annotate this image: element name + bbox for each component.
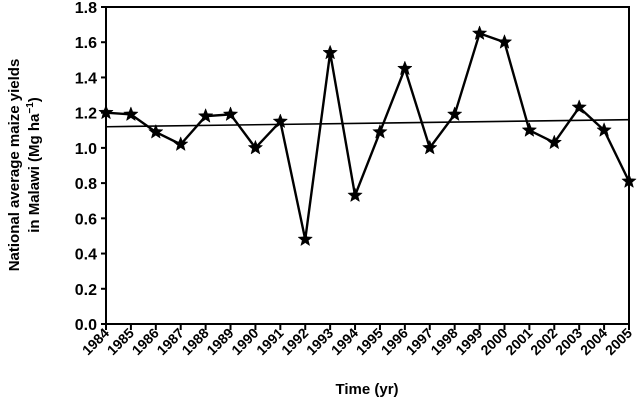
y-tick-label: 1.0 — [75, 141, 97, 158]
trend-line — [105, 118, 630, 128]
star-marker-icon — [421, 139, 438, 155]
x-axis: 1984198519861987198819891990199119921993… — [79, 324, 635, 358]
star-marker-icon — [496, 34, 513, 49]
y-tick-label: 1.6 — [75, 35, 97, 52]
y-axis: 0.0 0.2 0.4 0.6 0.8 1.0 1.2 1.4 1.6 1.8 — [75, 0, 106, 334]
y-tick-label: 0.2 — [75, 282, 97, 299]
star-marker-icon — [98, 104, 114, 120]
star-marker-icon — [621, 173, 637, 188]
star-markers — [98, 25, 637, 247]
x-tick-label: 1996 — [378, 325, 411, 358]
star-marker-icon — [297, 231, 314, 247]
y-tick-label: 0.8 — [75, 176, 97, 193]
x-tick-label: 1988 — [178, 325, 211, 358]
y-tick-label: 1.4 — [75, 70, 97, 87]
star-marker-icon — [197, 107, 214, 123]
x-tick-label: 1995 — [353, 325, 386, 358]
x-tick-label: 2002 — [527, 325, 560, 358]
star-marker-icon — [347, 187, 363, 203]
star-marker-icon — [322, 44, 338, 60]
x-tick-label: 1993 — [303, 325, 336, 358]
y-tick-label: 1.8 — [75, 0, 97, 17]
x-tick-label: 2000 — [477, 325, 510, 358]
star-marker-icon — [222, 106, 239, 122]
y-axis-label-line1: National average maize yields — [6, 59, 23, 272]
star-marker-icon — [571, 99, 587, 115]
star-marker-icon — [372, 123, 388, 139]
trend-line-path — [105, 118, 630, 128]
x-tick-label: 1997 — [403, 325, 436, 358]
y-tick-label: 0.4 — [75, 247, 97, 264]
x-tick-label: 2001 — [502, 325, 535, 358]
plot-border — [105, 6, 630, 325]
star-marker-icon — [272, 113, 289, 129]
y-tick-label: 1.2 — [75, 106, 97, 123]
y-tick-label: 0.6 — [75, 211, 97, 228]
y-tick-label: 0.0 — [75, 317, 97, 334]
yield-line — [105, 31, 631, 240]
x-tick-label: 1991 — [253, 325, 286, 358]
star-marker-icon — [546, 134, 563, 150]
y-axis-label-line2: in Malawi (Mg ha−1) — [25, 97, 43, 233]
x-tick-label: 1998 — [427, 325, 460, 358]
x-tick-label: 1994 — [328, 325, 361, 358]
x-tick-label: 1990 — [228, 325, 261, 358]
x-axis-label: Time (yr) — [335, 381, 398, 398]
x-tick-label: 2004 — [577, 325, 610, 358]
star-marker-icon — [521, 122, 538, 137]
x-tick-label: 1987 — [153, 325, 186, 358]
plot-frame — [105, 6, 630, 325]
x-tick-label: 1989 — [203, 325, 236, 358]
x-tick-label: 2003 — [552, 325, 585, 358]
star-marker-icon — [471, 25, 488, 41]
star-marker-icon — [148, 123, 164, 139]
x-tick-label: 1992 — [278, 325, 311, 358]
star-marker-icon — [172, 136, 189, 151]
yield-series — [105, 31, 631, 240]
star-marker-icon — [123, 106, 139, 122]
x-tick-label: 1986 — [129, 325, 162, 358]
x-tick-label: 2005 — [602, 325, 635, 358]
y-axis-label: National average maize yields in Malawi … — [6, 59, 43, 272]
star-marker-icon — [596, 122, 612, 137]
x-tick-label: 1985 — [104, 325, 137, 358]
star-marker-icon — [247, 139, 264, 155]
star-marker-icon — [446, 106, 463, 122]
x-tick-label: 1999 — [452, 325, 485, 358]
star-marker-icon — [397, 60, 413, 76]
